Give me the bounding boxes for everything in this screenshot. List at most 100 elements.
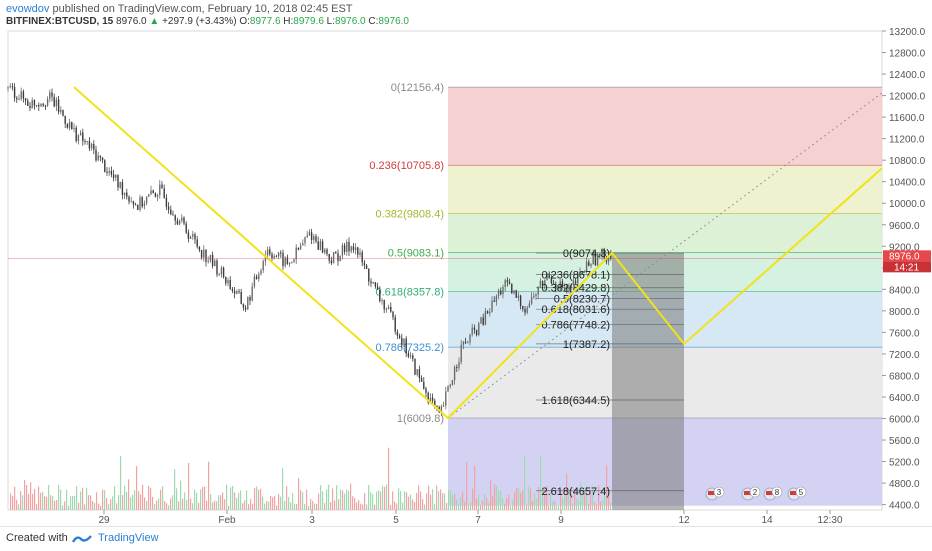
volume-bar [190,498,192,510]
candle-body [539,281,542,287]
candle-body [99,155,102,158]
chart-header: evowdov published on TradingView.com, Fe… [0,0,932,30]
volume-bar [182,498,184,510]
volume-bar [336,485,338,510]
candle-body [332,252,335,264]
volume-bar [496,485,498,510]
volume-bar [466,462,468,510]
volume-bar [426,493,428,510]
volume-bar [390,504,392,510]
volume-bar [298,477,300,510]
candle-body [211,254,214,267]
volume-bar [376,491,378,510]
candle-body [429,397,432,403]
author-link[interactable]: evowdov [6,3,50,15]
candle-body [134,204,137,206]
volume-bar [356,502,358,510]
volume-bar [296,504,298,510]
y-tick-label: 12400.0 [889,70,926,81]
candle-body [288,262,291,264]
y-tick-label: 6800.0 [889,371,920,382]
candle-body [66,123,69,128]
candle-body [128,196,130,202]
candle-body [238,291,240,293]
candle-body [198,246,201,251]
candle-body [493,300,495,302]
volume-bar [490,480,492,510]
volume-bar [448,490,450,510]
candle-body [321,241,324,253]
candle-body [599,253,601,256]
last-price-tag-label: 8976.0 [889,251,920,262]
volume-bar [360,503,362,510]
candle-body [495,295,498,302]
volume-bar [274,496,276,510]
volume-bar [456,499,458,510]
volume-bar [176,488,178,510]
volume-bar [130,497,132,510]
candle-body [383,300,385,310]
volume-bar [302,492,304,510]
volume-bar [540,455,542,510]
candle-body [176,220,179,225]
candle-body [449,384,451,387]
candle-body [460,344,462,362]
candle-body [335,252,337,254]
candle-body [167,206,170,210]
candle-body [163,188,165,198]
candle-body [73,127,75,129]
fib-small-label: 0.236(8678.1) [542,269,611,281]
volume-bar [104,490,106,510]
x-tick-label: 9 [558,515,564,526]
candle-body [222,267,225,277]
symbol-label[interactable]: BITFINEX:BTCUSD, 15 [6,16,114,27]
candle-body [174,215,176,221]
price-chart[interactable]: 0(12156.4) 0.236(10705.8) 0.382(9808.4) 0.5… [0,0,932,526]
volume-bar [260,488,262,510]
volume-bar [486,497,488,510]
fib-level-label: 1(6009.8) [397,413,444,425]
candle-body [403,338,405,346]
candle-body [77,135,80,142]
volume-bar [530,488,532,510]
volume-bar [492,495,494,510]
volume-bar [144,497,146,510]
volume-bar [412,499,414,510]
candle-body [398,335,401,338]
volume-bar [114,486,116,510]
volume-bar [446,502,448,510]
volume-bar [308,505,310,510]
event-count-label: 8 [775,488,780,497]
fib-level-label: 0.382(9808.4) [376,209,445,221]
candle-body [260,270,262,275]
volume-bar [554,501,556,510]
volume-bar [384,486,386,510]
volume-bar [512,500,514,510]
candle-body [150,190,152,195]
candle-body [218,274,220,276]
volume-bar [16,499,18,510]
candle-body [291,262,293,264]
volume-bar [248,504,250,510]
volume-bar [256,486,258,510]
volume-bar [262,496,264,510]
candle-body [192,234,194,237]
volume-bar [24,479,26,510]
candle-body [172,214,174,216]
volume-bar [358,499,360,510]
candle-body [394,317,396,332]
tradingview-link[interactable]: TradingView [98,532,159,544]
candle-body [319,241,322,250]
volume-bar [462,492,464,510]
volume-bar [294,503,296,510]
volume-bar [194,489,196,510]
candle-body [328,253,330,261]
volume-bar [146,500,148,510]
candle-body [390,306,392,312]
volume-bar [60,489,62,510]
volume-bar [604,488,606,510]
tradingview-logo-icon [72,535,92,543]
candle-body [187,232,190,239]
candle-body [506,280,509,283]
candle-body [583,271,586,273]
